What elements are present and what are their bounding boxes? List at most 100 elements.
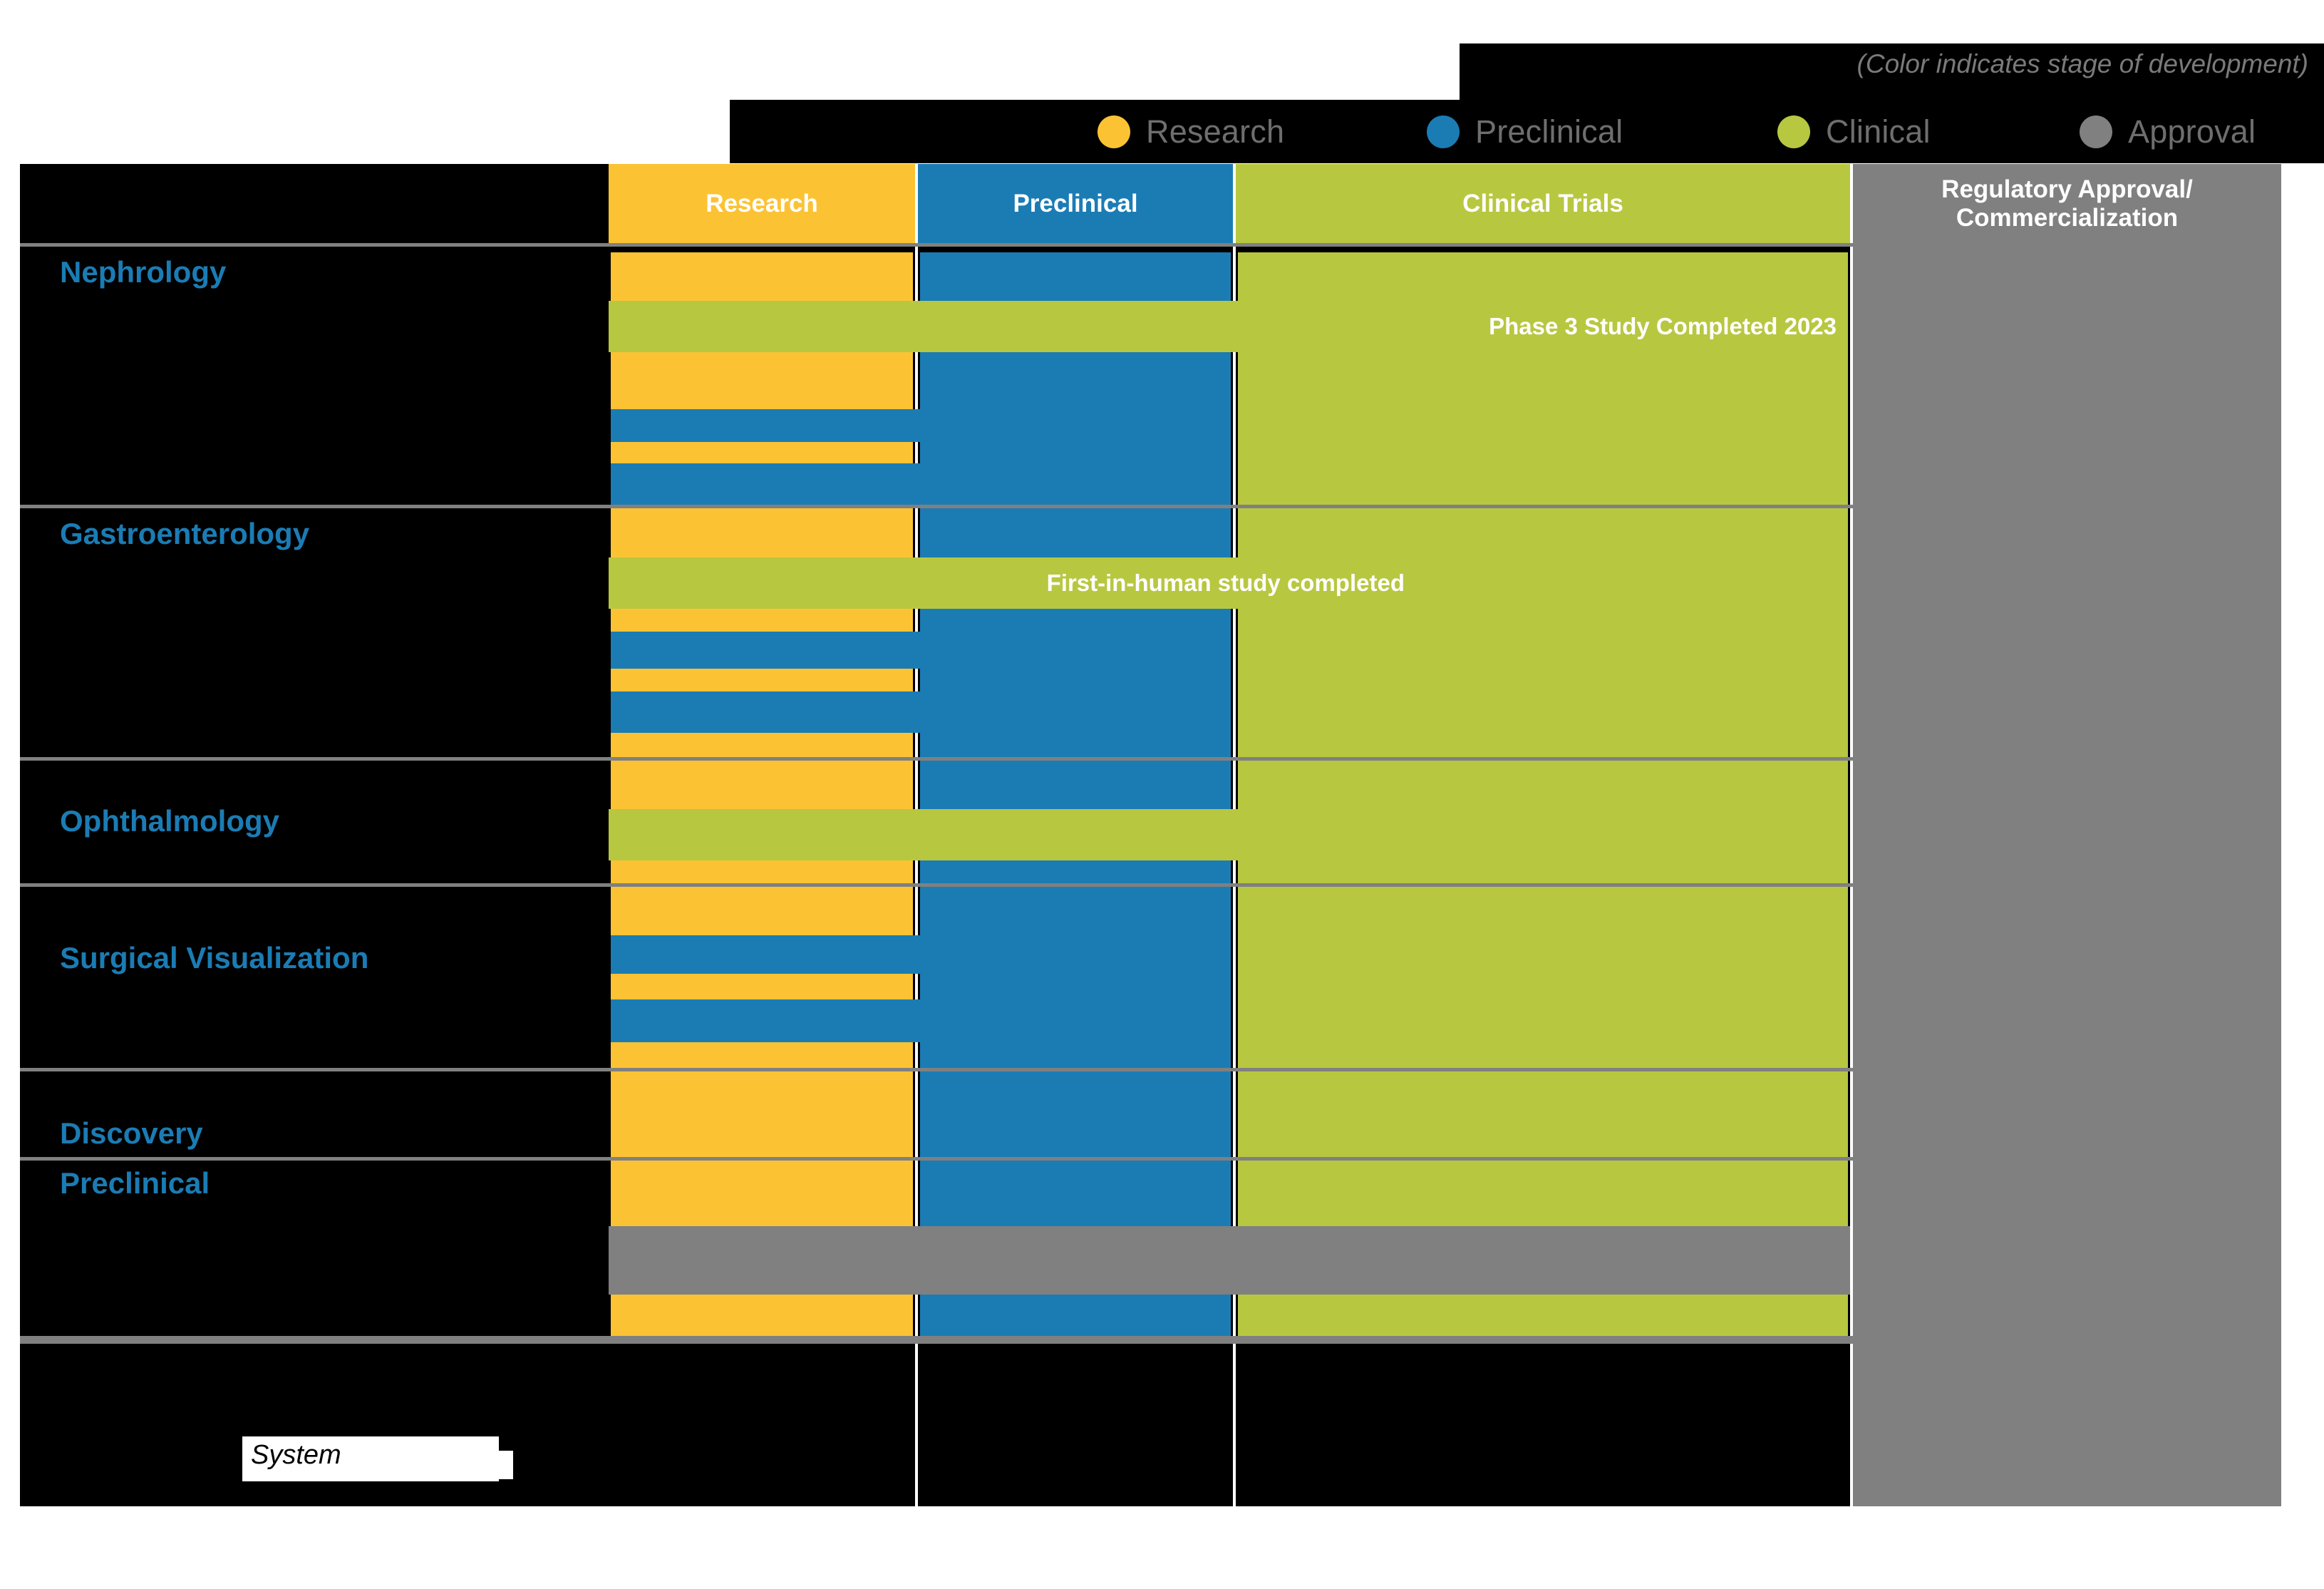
- bar-segment-clinical: [1236, 974, 1850, 999]
- bar-segment-research: [609, 974, 915, 999]
- bar-segment-clinical: [1236, 1295, 1850, 1336]
- section-rule-gastroenterology: [20, 505, 2281, 508]
- bar-segment-preclinical: [609, 409, 1233, 442]
- circle-icon: [1098, 115, 1130, 148]
- bar-segment-clinical: [1236, 669, 1850, 691]
- legend-item-research[interactable]: Research: [1098, 100, 1284, 163]
- area-label-discovery: Discovery: [60, 1116, 203, 1150]
- bar-segment-clinical: [1236, 1161, 1850, 1226]
- legend-item-clinical[interactable]: Clinical: [1777, 100, 1931, 163]
- table-header-row: Research Preclinical Clinical Trials Reg…: [20, 164, 2281, 243]
- system-callout-pointer: [424, 1451, 513, 1479]
- bar-segment-preclinical: [918, 1295, 1233, 1336]
- legend-label-preclinical: Preclinical: [1475, 113, 1623, 150]
- bar-segment-clinical: [1236, 860, 1850, 883]
- bar-segment-clinical: [1236, 252, 1850, 301]
- bar-segment-preclinical: [918, 442, 1233, 463]
- circle-icon: [2080, 115, 2112, 148]
- column-header-preclinical: Preclinical: [918, 164, 1233, 243]
- section-rule-ophthalmology: [20, 757, 2281, 761]
- bar-segment-clinical: [1236, 463, 1850, 505]
- bar-segment-research: [609, 860, 915, 883]
- bar-segment-preclinical: [609, 691, 1233, 733]
- bar-segment-research: [609, 609, 915, 632]
- table-bottom-rule: [20, 1336, 2281, 1344]
- bar-segment-research: [609, 1071, 915, 1157]
- column-header-research: Research: [609, 164, 915, 243]
- bar-segment-preclinical: [918, 252, 1233, 301]
- column-header-approval-text: Regulatory Approval/ Commercialization: [1941, 175, 2193, 232]
- development-stage-note: (Color indicates stage of development): [1856, 49, 2308, 78]
- bar-segment-preclinical: [918, 508, 1233, 557]
- bar-segment-preclinical: [918, 1161, 1233, 1226]
- bar-segment-research: [609, 887, 915, 935]
- bar-segment-research: [609, 1042, 915, 1068]
- bar-segment-clinical-full: Phase 3 Study Completed 2023: [609, 301, 1850, 352]
- bar-segment-clinical: [1236, 999, 1850, 1042]
- bar-segment-research: [609, 733, 915, 757]
- area-label-gastroenterology: Gastroenterology: [60, 517, 310, 550]
- bar-segment-preclinical: [918, 887, 1233, 935]
- legend-label-research: Research: [1146, 113, 1285, 150]
- bar-segment-clinical: [1236, 1042, 1850, 1068]
- bar-segment-preclinical: [609, 999, 1233, 1042]
- legend-item-preclinical[interactable]: Preclinical: [1427, 100, 1623, 163]
- area-label-surgical-visualization: Surgical Visualization: [60, 941, 369, 975]
- legend-label-clinical: Clinical: [1826, 113, 1931, 150]
- bar-segment-preclinical: [918, 761, 1233, 809]
- bar-segment-research: [609, 761, 915, 809]
- bar-segment-clinical-full: First-in-human study completed: [609, 557, 1850, 609]
- bar-segment-clinical-full: [609, 809, 1850, 860]
- bar-segment-clinical: [1236, 442, 1850, 463]
- bar-segment-preclinical: [609, 463, 1233, 505]
- bar-segment-preclinical: [918, 609, 1233, 632]
- bar-note-fih: First-in-human study completed: [1046, 570, 1405, 596]
- legend-label-approval: Approval: [2128, 113, 2256, 150]
- bar-segment-research: [609, 1161, 915, 1226]
- bar-segment-clinical: [1236, 887, 1850, 935]
- bar-segment-research: [609, 442, 915, 463]
- bar-segment-preclinical: [918, 1042, 1233, 1068]
- column-band-label: [20, 164, 609, 1506]
- bar-segment-preclinical: [918, 1071, 1233, 1157]
- section-rule-surgical-visualization: [20, 883, 2281, 887]
- bar-segment-clinical: [1236, 352, 1850, 409]
- bar-segment-preclinical: [918, 669, 1233, 691]
- system-callout-label: System: [251, 1440, 341, 1470]
- bar-segment-research: [609, 508, 915, 557]
- bar-segment-clinical: [1236, 733, 1850, 757]
- column-header-approval: Regulatory Approval/ Commercialization: [1853, 164, 2281, 243]
- bar-segment-preclinical: [918, 733, 1233, 757]
- bar-segment-research: [609, 669, 915, 691]
- bar-segment-preclinical: [609, 935, 1233, 974]
- bar-segment-clinical: [1236, 508, 1850, 557]
- bar-segment-clinical: [1236, 761, 1850, 809]
- section-rule-preclinical: [20, 1157, 2281, 1161]
- area-label-preclinical: Preclinical: [60, 1166, 210, 1200]
- bar-segment-research: [609, 1295, 915, 1336]
- bar-segment-clinical: [1236, 632, 1850, 669]
- bar-note-phase3: Phase 3 Study Completed 2023: [1489, 313, 1837, 339]
- column-header-clinical: Clinical Trials: [1236, 164, 1850, 243]
- bar-segment-clinical: [1236, 935, 1850, 974]
- bar-segment-preclinical: [609, 632, 1233, 669]
- area-label-ophthalmology: Ophthalmology: [60, 804, 279, 838]
- circle-icon: [1427, 115, 1460, 148]
- bar-segment-research: [609, 352, 915, 409]
- bar-segment-research: [609, 252, 915, 301]
- stage-legend: Research Preclinical Clinical Approval: [730, 100, 2324, 163]
- bar-segment-clinical: [1236, 409, 1850, 442]
- section-rule-nephrology: [20, 243, 2281, 247]
- bar-segment-preclinical: [918, 974, 1233, 999]
- section-rule-discovery: [20, 1068, 2281, 1071]
- bar-segment-clinical: [1236, 691, 1850, 733]
- area-label-nephrology: Nephrology: [60, 255, 227, 289]
- bar-segment-preclinical: [918, 352, 1233, 409]
- bar-segment-clinical: [1236, 1071, 1850, 1157]
- bar-segment-clinical: [1236, 609, 1850, 632]
- pipeline-roadmap-table: Research Preclinical Clinical Trials Reg…: [20, 164, 2281, 1506]
- circle-icon: [1777, 115, 1810, 148]
- bar-segment-approval-full: [609, 1226, 1850, 1295]
- legend-item-approval[interactable]: Approval: [2080, 100, 2256, 163]
- column-band-approval: [1853, 164, 2281, 1506]
